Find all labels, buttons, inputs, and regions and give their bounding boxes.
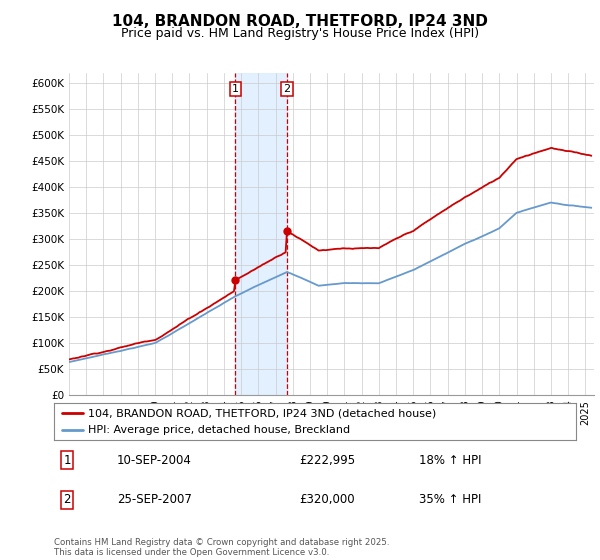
- Bar: [235, 73, 287, 395]
- Text: 104, BRANDON ROAD, THETFORD, IP24 3ND: 104, BRANDON ROAD, THETFORD, IP24 3ND: [112, 14, 488, 29]
- Text: HPI: Average price, detached house, Breckland: HPI: Average price, detached house, Brec…: [88, 425, 350, 435]
- Text: 10-SEP-2004: 10-SEP-2004: [116, 454, 191, 467]
- Text: £222,995: £222,995: [299, 454, 355, 467]
- Text: 1: 1: [64, 454, 71, 467]
- Text: 2: 2: [283, 84, 290, 94]
- Text: 25-SEP-2007: 25-SEP-2007: [116, 493, 191, 506]
- Text: £320,000: £320,000: [299, 493, 355, 506]
- Text: 104, BRANDON ROAD, THETFORD, IP24 3ND (detached house): 104, BRANDON ROAD, THETFORD, IP24 3ND (d…: [88, 408, 436, 418]
- Text: 1: 1: [232, 84, 239, 94]
- Text: 2: 2: [64, 493, 71, 506]
- Text: Contains HM Land Registry data © Crown copyright and database right 2025.
This d: Contains HM Land Registry data © Crown c…: [54, 538, 389, 557]
- Text: 18% ↑ HPI: 18% ↑ HPI: [419, 454, 482, 467]
- Text: Price paid vs. HM Land Registry's House Price Index (HPI): Price paid vs. HM Land Registry's House …: [121, 27, 479, 40]
- Text: 35% ↑ HPI: 35% ↑ HPI: [419, 493, 482, 506]
